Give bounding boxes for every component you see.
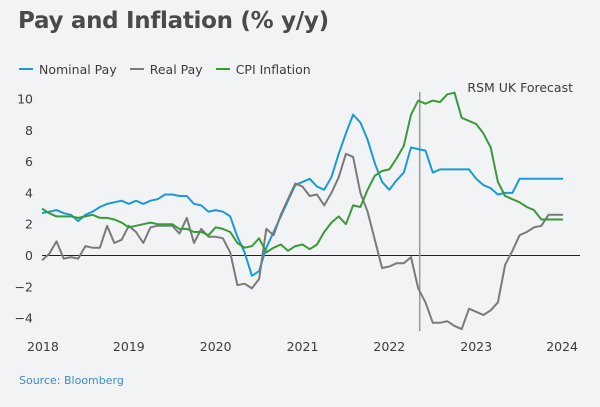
forecast-annotation: RSM UK Forecast — [467, 80, 573, 95]
y-axis-ticks: 10 8 6 4 2 0 −2 −4 — [15, 92, 33, 326]
legend-swatch — [215, 68, 230, 70]
series-line-cpi-inflation — [41, 91, 563, 254]
x-tick-label: 2023 — [460, 339, 492, 354]
x-tick-label: 2022 — [373, 339, 405, 354]
y-tick-label: 0 — [25, 248, 33, 263]
legend-item: Nominal Pay — [19, 62, 117, 77]
legend-swatch — [19, 68, 33, 70]
y-tick-label: −4 — [15, 311, 33, 326]
legend-item: Real Pay — [129, 61, 203, 77]
x-tick-label: 2019 — [113, 339, 145, 354]
y-tick-label: 10 — [17, 92, 33, 107]
x-axis-ticks: 2018 2019 2020 2021 2022 2023 2024 — [27, 339, 578, 354]
x-tick-label: 2021 — [287, 339, 319, 354]
y-tick-label: −2 — [15, 279, 33, 294]
y-tick-label: 4 — [25, 185, 33, 200]
legend-label: Real Pay — [149, 61, 203, 77]
chart-title: Pay and Inflation (% y/y) — [18, 8, 329, 34]
y-tick-label: 8 — [25, 123, 33, 138]
x-tick-label: 2018 — [27, 339, 59, 354]
legend-item: CPI Inflation — [215, 61, 311, 77]
y-tick-label: 6 — [25, 154, 33, 169]
chart-legend: Nominal Pay Real Pay CPI Inflation — [19, 61, 324, 77]
series-line-nominal-pay — [41, 113, 563, 277]
x-tick-label: 2020 — [200, 339, 232, 354]
series-line-real-pay — [41, 152, 563, 331]
y-tick-label: 2 — [25, 217, 33, 232]
legend-swatch — [129, 68, 144, 70]
source-note: Source: Bloomberg — [19, 374, 124, 387]
x-tick-label: 2024 — [546, 339, 578, 354]
legend-label: Nominal Pay — [39, 61, 117, 77]
series-lines — [41, 91, 563, 331]
legend-label: CPI Inflation — [235, 61, 311, 77]
